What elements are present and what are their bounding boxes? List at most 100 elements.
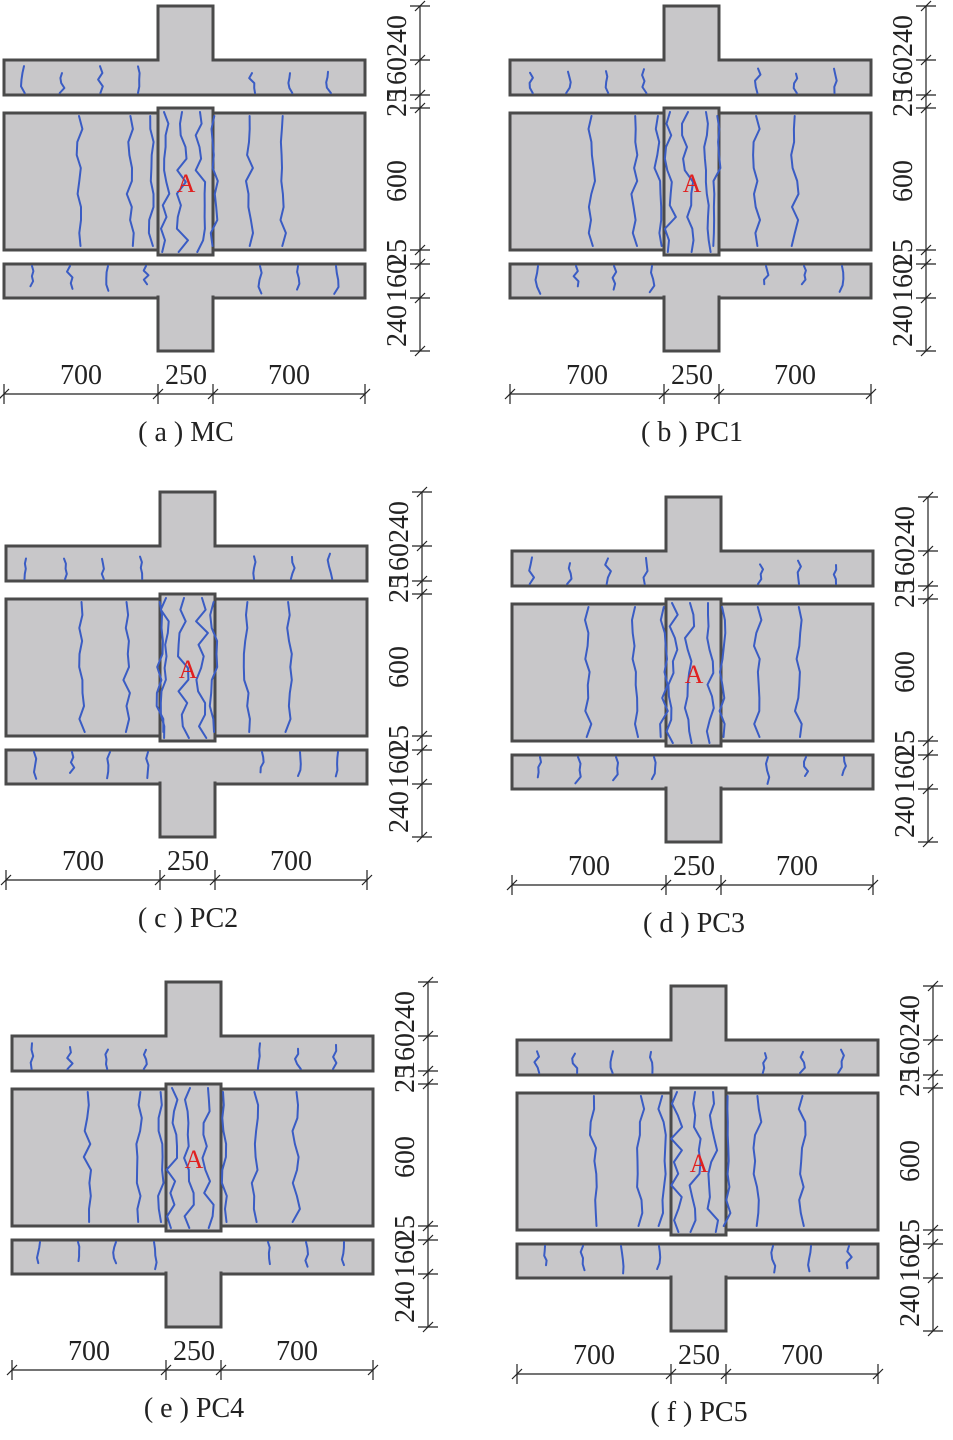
dimension-label-vertical: 240 bbox=[895, 1285, 926, 1327]
crack-vertical bbox=[157, 1091, 165, 1223]
crack-top-beam bbox=[649, 1050, 654, 1074]
crack-bottom-beam bbox=[650, 756, 657, 781]
crack-top-beam bbox=[289, 555, 296, 580]
marker-a: A bbox=[179, 655, 198, 684]
crack-bottom-beam bbox=[142, 265, 150, 286]
crack-joint bbox=[183, 1087, 195, 1229]
joint-core bbox=[669, 1086, 728, 1237]
crack-bottom-beam bbox=[543, 1245, 548, 1267]
crack-top-beam bbox=[609, 1050, 614, 1074]
crack-joint bbox=[159, 597, 170, 739]
crack-joint bbox=[165, 1087, 179, 1229]
crack-top-beam bbox=[528, 71, 534, 94]
dimension-label-horizontal: 250 bbox=[678, 1340, 720, 1371]
crack-vertical bbox=[250, 1091, 260, 1223]
crack-bottom-beam bbox=[579, 1245, 586, 1272]
crack-vertical bbox=[220, 1091, 228, 1223]
crack-joint bbox=[195, 597, 209, 739]
crack-top-beam bbox=[326, 552, 334, 580]
dimension-label-vertical: 160 bbox=[390, 1236, 421, 1278]
top-beam bbox=[510, 549, 875, 588]
bottom-joint-fill bbox=[665, 295, 718, 300]
crack-vertical bbox=[135, 1091, 143, 1223]
crack-bottom-beam bbox=[574, 756, 582, 785]
dimension-label-vertical: 240 bbox=[890, 796, 921, 838]
bottom-joint-fill bbox=[159, 295, 212, 300]
dimension-label-vertical: 600 bbox=[390, 1136, 421, 1178]
marker-a: A bbox=[683, 169, 702, 198]
horizontal-dimension: 700 250 700 bbox=[511, 1340, 884, 1384]
crack-vertical bbox=[718, 606, 727, 738]
bottom-beam bbox=[510, 753, 875, 791]
crack-top-beam bbox=[287, 72, 294, 94]
crack-bottom-beam bbox=[77, 1241, 81, 1263]
dimension-label-vertical: 240 bbox=[384, 791, 415, 833]
crack-bottom-beam bbox=[536, 756, 542, 779]
crack-bottom-beam bbox=[612, 756, 619, 782]
panel-caption: ( e ) PC4 bbox=[144, 1393, 244, 1424]
bottom-beam bbox=[2, 262, 367, 300]
crack-vertical bbox=[291, 1091, 301, 1223]
crack-joint bbox=[201, 1087, 215, 1229]
bottom-column-stub bbox=[669, 1275, 728, 1333]
crack-top-beam bbox=[792, 72, 799, 94]
top-beam bbox=[10, 1034, 375, 1073]
crack-vertical bbox=[752, 115, 761, 247]
crack-bottom-beam bbox=[841, 756, 847, 777]
crack-bottom-beam bbox=[259, 751, 265, 774]
crack-bottom-beam bbox=[145, 751, 150, 780]
crack-top-beam bbox=[332, 1043, 338, 1070]
crack-bottom-beam bbox=[69, 751, 76, 774]
dimension-label-horizontal: 250 bbox=[673, 851, 715, 882]
marker-a: A bbox=[185, 1145, 204, 1174]
crack-bottom-beam bbox=[534, 265, 542, 295]
crack-joint bbox=[703, 111, 712, 253]
crack-vertical bbox=[631, 606, 639, 738]
dimension-label-vertical: 25 bbox=[890, 580, 921, 608]
dimension-label-horizontal: 250 bbox=[167, 846, 209, 877]
dimension-label-vertical: 160 bbox=[895, 1240, 926, 1282]
crack-joint bbox=[177, 597, 190, 739]
top-column-stub bbox=[158, 490, 217, 549]
dimension-label-vertical: 240 bbox=[895, 995, 926, 1037]
dimension-label-horizontal: 250 bbox=[671, 360, 713, 391]
top-column-stub bbox=[662, 4, 721, 63]
crack-vertical bbox=[208, 601, 219, 733]
crack-top-beam bbox=[325, 70, 332, 94]
bottom-joint-fill bbox=[667, 786, 720, 791]
horizontal-dimension: 700 250 700 bbox=[506, 851, 879, 895]
dimension-label-vertical: 25 bbox=[384, 725, 415, 753]
crack-top-beam bbox=[252, 555, 257, 580]
top-joint-fill bbox=[672, 1038, 725, 1043]
dimension-label-horizontal: 700 bbox=[276, 1336, 318, 1367]
dimension-label-vertical: 25 bbox=[888, 239, 919, 267]
dimension-label-horizontal: 250 bbox=[165, 360, 207, 391]
horizontal-dimension: 700 250 700 bbox=[0, 360, 371, 404]
crack-vertical bbox=[78, 601, 86, 733]
dimension-label-vertical: 240 bbox=[888, 305, 919, 347]
crack-top-beam bbox=[761, 1052, 768, 1074]
crack-top-beam bbox=[58, 72, 66, 94]
bottom-beam bbox=[508, 262, 873, 300]
crack-vertical bbox=[659, 606, 669, 738]
top-joint-fill bbox=[667, 549, 720, 554]
crack-bottom-beam bbox=[105, 265, 110, 292]
crack-bottom-beam bbox=[304, 1241, 309, 1268]
crack-top-beam bbox=[837, 1048, 845, 1074]
top-column-stub bbox=[164, 980, 223, 1039]
dimension-label-vertical: 160 bbox=[384, 543, 415, 585]
crack-vertical bbox=[284, 601, 293, 733]
crack-vertical bbox=[753, 606, 763, 738]
dimension-label-vertical: 25 bbox=[390, 1065, 421, 1093]
dimension-label-vertical: 160 bbox=[888, 57, 919, 99]
crack-top-beam bbox=[104, 1048, 109, 1070]
crack-vertical bbox=[242, 601, 251, 733]
crack-top-beam bbox=[833, 67, 838, 94]
bottom-column-stub bbox=[156, 295, 215, 353]
